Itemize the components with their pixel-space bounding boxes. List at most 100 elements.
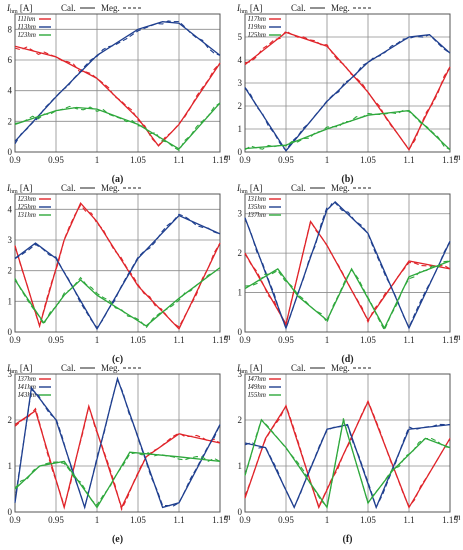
y-tick-label: 1: [8, 296, 13, 306]
x-tick-label: 1.05: [360, 155, 376, 165]
series-line-measured: [244, 30, 451, 151]
legend-entry: I13hm: [17, 23, 36, 31]
x-tick-label: 0.95: [278, 155, 294, 165]
series-line-measured: [14, 213, 221, 329]
x-tick-label: 0.9: [9, 335, 21, 345]
x-tick-label: 1: [95, 155, 100, 165]
series-line-calculated: [244, 200, 451, 331]
x-tick-label: 0.9: [239, 515, 251, 525]
x-tick-label: 1: [325, 335, 330, 345]
y-tick-label: 4: [238, 55, 243, 65]
x-tick-label: 1.15: [442, 155, 458, 165]
x-tick-label: 1.15: [442, 335, 458, 345]
x-tick-label: 0.9: [9, 515, 21, 525]
x-tick-label: 1: [325, 155, 330, 165]
y-tick-label: 0: [238, 147, 243, 157]
x-tick-label: 1: [325, 515, 330, 525]
x-tick-label: 1.15: [212, 515, 228, 525]
x-axis-label: m: [224, 512, 231, 522]
x-tick-label: 1.1: [403, 515, 414, 525]
y-tick-label: 1: [238, 288, 243, 298]
y-tick-label: 1: [8, 461, 13, 471]
series-line-calculated: [14, 214, 221, 331]
x-tick-label: 0.95: [48, 335, 64, 345]
chart-panel: 0.9 0.95 1 1.05 1.1 1.15 0 1 2 3 4 m Ihm [A] Cal. Meg.…: [6, 183, 231, 365]
series-line-measured: [244, 260, 451, 332]
y-tick-label: 3: [8, 369, 13, 379]
x-axis-label: m: [224, 152, 231, 162]
plot-frame: [14, 193, 221, 333]
panel-label: (b): [341, 174, 353, 185]
x-tick-label: 1.1: [173, 515, 184, 525]
x-tick-label: 0.95: [48, 155, 64, 165]
series-line-measured: [244, 423, 451, 509]
x-tick-label: 1: [95, 515, 100, 525]
y-tick-label: 5: [238, 32, 243, 42]
y-tick-label: 1: [238, 124, 243, 134]
legend-entry: I23hm: [17, 31, 36, 39]
y-tick-label: 8: [8, 24, 13, 34]
series-line-calculated: [244, 34, 451, 152]
panel-label: (d): [341, 354, 353, 365]
x-tick-label: 1.15: [212, 155, 228, 165]
series-line-measured: [14, 404, 221, 512]
x-tick-label: 0.95: [278, 335, 294, 345]
x-tick-label: 0.95: [48, 515, 64, 525]
x-tick-label: 0.9: [9, 155, 21, 165]
y-axis-label: Ihm [A]: [236, 363, 262, 375]
meg-legend-label: Meg.: [331, 3, 350, 13]
panel-label: (c): [112, 354, 123, 365]
y-tick-label: 0: [238, 327, 243, 337]
series-line-calculated: [14, 102, 221, 150]
panel-label: (f): [343, 534, 353, 545]
panel-label: (e): [112, 534, 123, 545]
cal-legend-label: Cal.: [61, 183, 76, 193]
legend-entry: I25hm: [17, 203, 36, 211]
x-tick-label: 1.05: [130, 335, 146, 345]
x-tick-label: 1.1: [403, 155, 414, 165]
cal-legend-label: Cal.: [61, 363, 76, 373]
chart-panel: 0.9 0.95 1 1.05 1.1 1.15 0 1 2 3 4 5 m Ihm [A] Cal. Meg…: [236, 3, 461, 185]
x-tick-label: 1.1: [173, 335, 184, 345]
legend-entry: I19hm: [247, 23, 266, 31]
legend-entry: I31hm: [17, 211, 36, 219]
y-tick-label: 2: [8, 266, 13, 276]
chart-panel: 0.9 0.95 1 1.05 1.1 1.15 0 1 2 3 m Ihm [A] Cal. Meg. I…: [6, 363, 231, 545]
y-tick-label: 2: [238, 101, 243, 111]
series-line-measured: [244, 34, 451, 152]
meg-legend-label: Meg.: [331, 363, 350, 373]
series-line-measured: [244, 109, 451, 151]
y-tick-label: 3: [238, 369, 243, 379]
y-tick-label: 4: [8, 86, 13, 96]
x-tick-label: 1.05: [360, 515, 376, 525]
legend-entry: I47hm: [247, 375, 266, 383]
y-tick-label: 3: [8, 235, 13, 245]
y-tick-label: 4: [8, 204, 13, 214]
legend-entry: I37hm: [17, 375, 36, 383]
legend-entry: I11hm: [17, 15, 35, 23]
y-tick-label: 2: [8, 116, 13, 126]
series-line-measured: [14, 20, 221, 145]
panel-label: (a): [112, 174, 124, 185]
y-axis-label: Ihm [A]: [6, 3, 32, 15]
legend-entry: I17hm: [247, 15, 266, 23]
plot-frame: [244, 13, 451, 153]
cal-legend-label: Cal.: [291, 3, 306, 13]
legend-entry: I55hm: [247, 391, 266, 399]
series-line-calculated: [14, 45, 221, 147]
series-line-measured: [244, 219, 451, 327]
legend-entry: I31hm: [247, 195, 266, 203]
legend-entry: I49hm: [247, 383, 266, 391]
legend-entry: I43hm: [17, 391, 36, 399]
series-line-measured: [14, 46, 221, 147]
meg-legend-label: Meg.: [101, 363, 120, 373]
x-axis-label: m: [454, 332, 461, 342]
x-tick-label: 1.05: [130, 515, 146, 525]
series-line-measured: [14, 102, 221, 152]
x-tick-label: 1.1: [173, 155, 184, 165]
y-tick-label: 0: [8, 507, 13, 517]
series-line-calculated: [14, 376, 221, 510]
cal-legend-label: Cal.: [291, 183, 306, 193]
series-line-calculated: [14, 21, 221, 142]
